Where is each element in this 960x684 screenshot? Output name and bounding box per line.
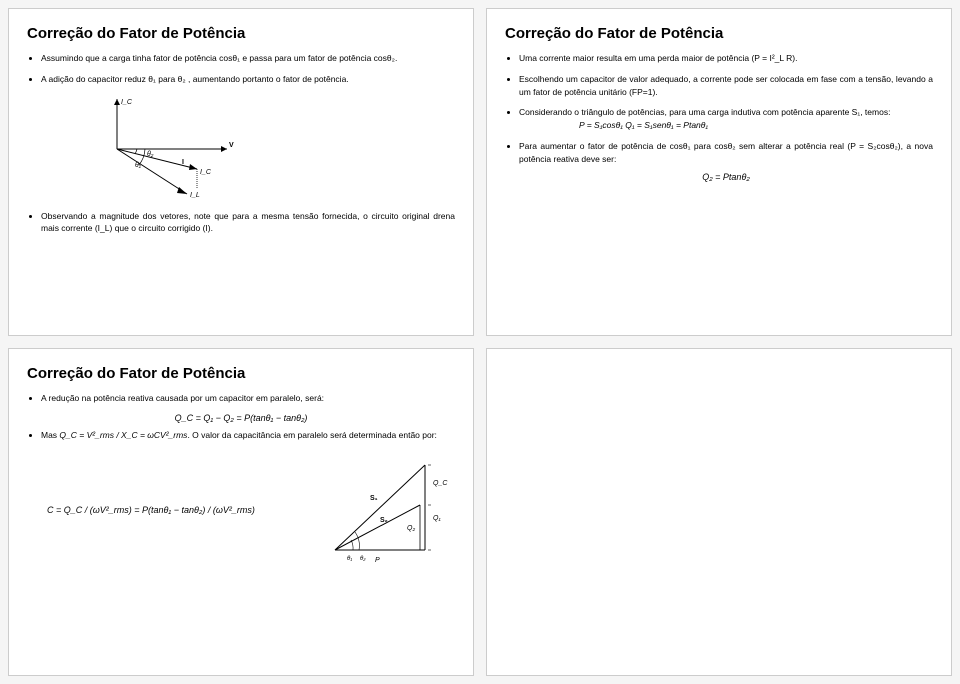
label-i: I [182, 159, 184, 166]
slide-title: Correção do Fator de Potência [27, 25, 455, 42]
text-post: . O valor da capacitância em paralelo se… [187, 430, 436, 440]
text-pre: Mas [41, 430, 59, 440]
bullet: Mas Q_C = V²_rms / X_C = ωCV²_rms. O val… [41, 429, 455, 442]
bullet: Para aumentar o fator de potência de cos… [519, 140, 933, 185]
bullet-text: Considerando o triângulo de potências, p… [519, 107, 890, 117]
slide-3: Correção do Fator de Potência A redução … [8, 348, 474, 676]
label-theta2: θ₂ [360, 556, 366, 562]
equation: P = S₁cosθ₁ Q₁ = S₁senθ₁ = Ptanθ₁ [579, 119, 933, 132]
label-s1: S₁ [370, 495, 378, 502]
label-v: V [229, 142, 234, 149]
label-ic: I_C [121, 99, 133, 106]
label-s2: S₂ [380, 517, 388, 524]
bullet-text: Para aumentar o fator de potência de cos… [519, 141, 933, 164]
bullet-text: Escolhendo um capacitor de valor adequad… [519, 74, 933, 97]
label-theta1: θ₁ [347, 556, 352, 562]
bullet-text: Observando a magnitude dos vetores, note… [41, 211, 455, 234]
bullet-text: A redução na potência reativa causada po… [41, 393, 324, 403]
bullet-text: Uma corrente maior resulta em uma perda … [519, 53, 798, 63]
equation: C = Q_C / (ωV²_rms) = P(tanθ₁ − tanθ₂) /… [47, 505, 295, 515]
label-q1: Q₁ [433, 515, 441, 522]
power-triangle-diagram: P Q₁ Q₂ Q_C S₁ S₂ [315, 450, 455, 570]
label-qc: Q_C [433, 480, 448, 487]
label-theta2: θ₂ [147, 151, 154, 158]
equation: Q₂ = Ptanθ₂ [519, 171, 933, 185]
bullet: Observando a magnitude dos vetores, note… [41, 210, 455, 236]
label-ic-small: I_C [200, 169, 212, 176]
inline-eq: Q_C = V²_rms / X_C = ωCV²_rms [59, 430, 187, 440]
slide-title: Correção do Fator de Potência [505, 25, 933, 42]
label-q2: Q₂ [407, 525, 415, 532]
vector-diagram: I_C V I I_L I_C θ₂ θ₁ [77, 94, 455, 204]
equation: Q_C = Q₁ − Q₂ = P(tanθ₁ − tanθ₂) [27, 413, 455, 423]
bullet: Uma corrente maior resulta em uma perda … [519, 52, 933, 65]
label-theta1: θ₁ [135, 162, 142, 169]
label-p: P [375, 557, 380, 564]
bullet: A redução na potência reativa causada po… [41, 392, 455, 405]
slide-title: Correção do Fator de Potência [27, 365, 455, 382]
slide-1: Correção do Fator de Potência Assumindo … [8, 8, 474, 336]
bullet-text: A adição do capacitor reduz θ₁ para θ₂ ,… [41, 74, 349, 84]
slide-4-empty [486, 348, 952, 676]
bullet: Assumindo que a carga tinha fator de pot… [41, 52, 455, 65]
slide-2: Correção do Fator de Potência Uma corren… [486, 8, 952, 336]
bullet-text: Assumindo que a carga tinha fator de pot… [41, 53, 397, 63]
bullet: Escolhendo um capacitor de valor adequad… [519, 73, 933, 99]
label-il: I_L [190, 192, 200, 199]
bullet: A adição do capacitor reduz θ₁ para θ₂ ,… [41, 73, 455, 86]
bullet: Considerando o triângulo de potências, p… [519, 106, 933, 132]
